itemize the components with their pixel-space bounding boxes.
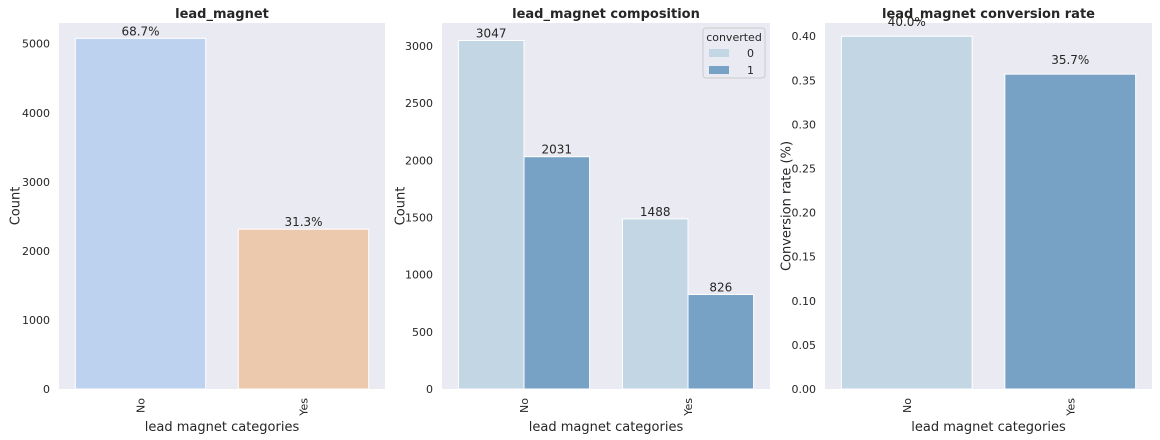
bar-data-label: 1488 [640,205,671,219]
y-tick-label: 0.35 [792,74,817,87]
x-tick-label: No [901,398,914,413]
bar-data-label: 3047 [476,26,507,40]
y-tick-label: 0.00 [792,383,817,396]
y-tick-label: 0.10 [792,295,817,308]
chart-title: lead_magnet [175,7,269,22]
y-tick-label: 2000 [405,154,433,167]
bar-data-label: 35.7% [1051,53,1089,67]
chart-panel-1: lead_magnet 0 1000 2000 3000 4000 5000 Count lea… [9,7,385,435]
bar-yes-series-0 [621,218,689,390]
y-tick-label: 4000 [22,107,50,120]
chart-title: lead_magnet composition [512,7,700,22]
y-tick-label: 3000 [22,176,50,189]
y-tick-label: 1000 [405,269,433,282]
bar-data-label: 2031 [542,143,573,157]
y-tick-label: 1000 [22,314,50,327]
bar-data-label: 31.3% [284,215,322,229]
bar-data-label: 68.7% [121,24,159,38]
y-tick-label: 0.20 [792,207,817,220]
bar-data-label: 826 [709,281,732,295]
bar-no [840,35,973,390]
bar-yes [1004,73,1137,390]
y-tick-label: 2500 [405,97,433,110]
x-tick-label: No [135,398,148,413]
legend-entry: 1 [747,64,754,77]
y-tick-label: 0 [426,383,433,396]
legend-box [702,27,766,79]
bar-data-label: 40.0% [888,15,926,29]
bar-no-series-1 [523,156,591,390]
legend-swatch [709,49,729,57]
chart-panel-3: lead_magnet conversion rate 0.00 0.05 0.10 0… [780,7,1152,435]
x-axis-label: lead magnet categories [911,420,1066,435]
legend: converted 0 1 [702,27,766,79]
y-axis-label: Count [394,187,409,226]
bar-no-series-0 [457,39,525,390]
x-tick-label: No [518,398,531,413]
x-tick-label: Yes [682,398,695,417]
y-tick-label: 0.05 [792,339,817,352]
y-tick-label: 3000 [405,40,433,53]
y-tick-label: 500 [412,326,433,339]
y-tick-label: 5000 [22,38,50,51]
legend-entry: 0 [747,47,754,60]
y-tick-label: 0.15 [792,251,817,264]
x-tick-label: Yes [298,398,311,417]
y-tick-label: 0.25 [792,163,817,176]
y-tick-label: 0.40 [792,30,817,43]
legend-title: converted [706,31,762,44]
x-axis-label: lead magnet categories [145,420,300,435]
y-axis-label: Conversion rate (%) [780,141,795,271]
y-tick-label: 0.30 [792,118,817,131]
x-tick-label: Yes [1064,398,1077,417]
chart-panel-2: lead_magnet composition 0 500 1000 1500 2000 2… [394,7,770,435]
bar-yes [237,228,370,390]
y-tick-label: 0 [43,383,50,396]
y-tick-label: 2000 [22,245,50,258]
bar-no [74,37,207,390]
x-axis-label: lead magnet categories [529,420,684,435]
legend-swatch [709,66,729,74]
y-axis-label: Count [9,187,24,226]
chart-title: lead_magnet conversion rate [882,7,1095,22]
y-tick-label: 1500 [405,211,433,224]
bar-yes-series-1 [687,294,755,390]
